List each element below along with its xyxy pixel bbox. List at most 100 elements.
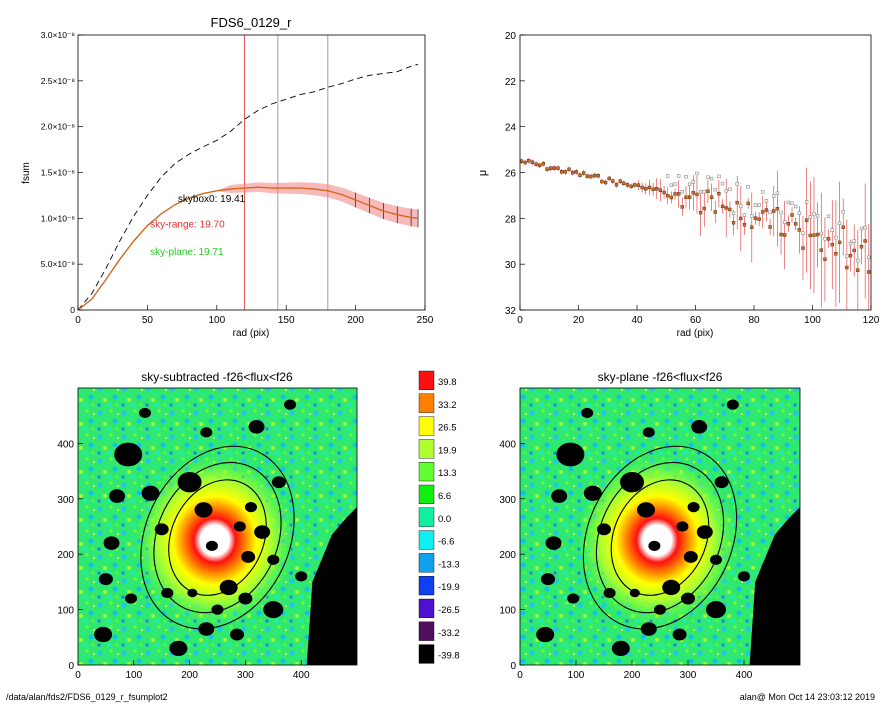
- sky-plane-mask-blob-19: [642, 427, 655, 438]
- sky-subtracted-x-tick-label-1: 100: [125, 670, 142, 681]
- sky-plane-mask-blob-5: [637, 502, 655, 518]
- mu-y-tick-label-5: 30: [505, 260, 517, 271]
- sky-plane-image: sky-plane -f26<flux<f26 0 100 200 300 400 0 10…: [499, 370, 801, 681]
- colorbar-swatch-8: [418, 553, 435, 573]
- sky-plane-title: sky-plane -f26<flux<f26: [598, 370, 723, 384]
- sky-subtracted-mask-blob-20: [98, 573, 113, 586]
- mu-plane-point: [669, 183, 674, 187]
- mu-point: [783, 233, 787, 237]
- colorbar-swatch-3: [418, 439, 435, 459]
- mu-point: [538, 163, 542, 168]
- mu-y-tick-label-3: 26: [505, 169, 517, 180]
- sky-subtracted-x-tick-label-0: 0: [75, 670, 81, 681]
- mu-point: [731, 221, 736, 225]
- fsum-series-line-0: [77, 63, 419, 311]
- mu-plane-point: [687, 182, 692, 187]
- mu-x-tick-label-5: 100: [804, 315, 821, 326]
- sky-plane-frame: [519, 387, 801, 666]
- colorbar-label-9: -19.9: [438, 582, 460, 593]
- mu-point: [655, 186, 659, 191]
- fsum-y-tick-label-5: 2.5×10⁻⁸: [41, 76, 76, 86]
- sky-plane-content: [520, 388, 800, 665]
- fsum-x-tick-label-3: 150: [278, 315, 295, 326]
- sky-subtracted-y-tick-label-4: 400: [57, 439, 74, 450]
- mu-point: [688, 195, 692, 199]
- mu-plane-point: [837, 221, 842, 226]
- mu-plane-point: [750, 214, 754, 218]
- mu-plane-point: [684, 174, 688, 179]
- mu-point: [739, 216, 743, 221]
- colorbar-label-5: 6.6: [438, 491, 451, 502]
- mu-plane-point: [768, 210, 772, 214]
- mu-point: [607, 176, 611, 181]
- mu-point: [549, 166, 553, 170]
- mu-plane-point: [746, 185, 750, 189]
- mu-plane-point: [823, 237, 827, 241]
- mu-point: [589, 174, 593, 179]
- mu-point: [815, 232, 820, 237]
- colorbar: 39.8 33.2 26.5 19.9 13.3 6.6 0.0 -6.6 -13.3 -19.9…: [418, 370, 460, 664]
- mu-point: [651, 187, 655, 192]
- sky-subtracted-map: [78, 388, 357, 665]
- sky-plane-mask-blob-3: [620, 471, 644, 493]
- fsum-x-axis-label: rad (pix): [233, 328, 270, 339]
- sky-plane-mask-blob-24: [581, 407, 594, 419]
- mu-plane-point: [720, 181, 725, 186]
- mu-x-tick-label-1: 20: [573, 315, 585, 326]
- mu-plane-point: [735, 182, 739, 186]
- mu-point: [823, 257, 827, 261]
- colorbar-swatch-6: [418, 507, 435, 527]
- mu-point: [709, 195, 714, 199]
- sky-plane-mask-blob-17: [726, 399, 739, 410]
- fsum-x-tick-label-1: 50: [142, 315, 154, 326]
- fsum-y-tick-label-2: 1.0×10⁻⁸: [41, 213, 76, 223]
- mu-plane-point: [793, 204, 798, 209]
- sky-subtracted-mask-blob-28: [125, 593, 138, 604]
- sky-subtracted-isophote-2: [168, 479, 267, 596]
- colorbar-label-11: -33.2: [438, 628, 460, 639]
- mu-point: [698, 211, 703, 215]
- colorbar-label-12: -39.8: [438, 651, 460, 662]
- mu-point: [830, 242, 834, 247]
- sky-subtracted-mask-blob-15: [94, 626, 113, 643]
- sky-plane-mask-blob-21: [714, 476, 729, 489]
- colorbar-label-7: -6.6: [438, 537, 454, 548]
- colorbar-swatch-10: [418, 598, 435, 618]
- sky-plane-mask-blob-9: [648, 540, 661, 551]
- fsum-y-tick-label-3: 1.5×10⁻⁸: [41, 168, 76, 178]
- mu-plane-point: [801, 231, 805, 235]
- mu-plane-point: [863, 225, 867, 230]
- mu-point: [560, 170, 564, 174]
- sky-plane-x-tick-label-4: 400: [736, 670, 753, 681]
- fsum-annotation-1: sky-range: 19.70: [150, 220, 225, 231]
- mu-point: [669, 195, 674, 200]
- sky-plane-mask-blob-2: [551, 489, 568, 503]
- mu-x-axis-label: rad (pix): [677, 328, 714, 339]
- mu-point: [790, 213, 794, 217]
- sky-plane-y-tick-label-4: 400: [499, 439, 516, 450]
- mu-y-axis-label: μ: [477, 170, 489, 176]
- mu-point: [856, 268, 860, 272]
- sky-subtracted-mask-blob-3: [177, 471, 202, 493]
- mu-plane-point: [819, 231, 823, 236]
- mu-plane-point: [779, 210, 783, 215]
- mu-x-tick-label-0: 0: [517, 315, 523, 326]
- sky-subtracted-y-tick-label-2: 200: [57, 550, 74, 561]
- mu-plane-point: [856, 258, 860, 263]
- mu-point: [786, 222, 791, 226]
- sky-subtracted-mask-blob-10: [219, 579, 238, 596]
- sky-plane-x-tick-label-1: 100: [568, 670, 585, 681]
- fsum-annotation-0: skybox0: 19.41: [178, 194, 246, 205]
- mu-plane-point: [698, 190, 703, 194]
- sky-subtracted-mask-blob-26: [316, 598, 331, 611]
- mu-point: [706, 189, 710, 193]
- sky-plane-x-tick-label-2: 200: [624, 670, 641, 681]
- fsum-annotation-2: sky-plane: 19.71: [150, 247, 224, 258]
- mu-point: [541, 162, 546, 166]
- fsum-series-line-1: [77, 186, 419, 311]
- mu-point: [625, 183, 630, 187]
- mu-point: [592, 173, 597, 178]
- sky-plane-mask-blob-18: [691, 419, 708, 434]
- mu-plane-point: [848, 241, 853, 246]
- sky-subtracted-x-tick-label-3: 300: [237, 670, 254, 681]
